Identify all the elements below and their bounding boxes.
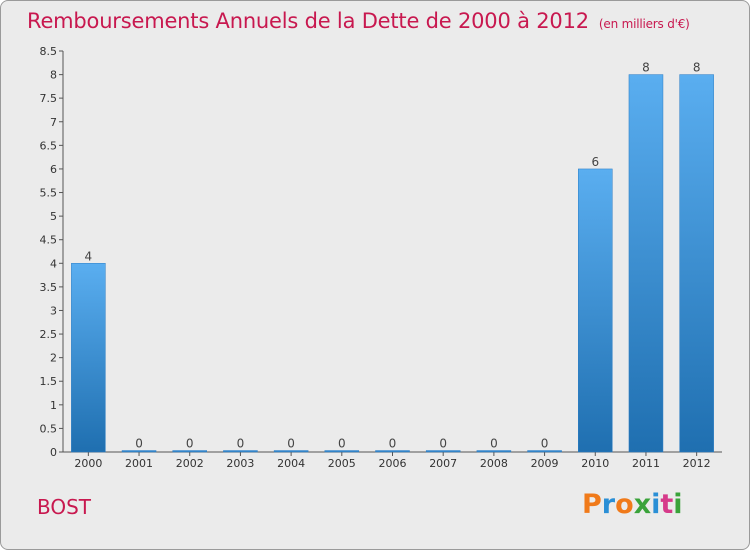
y-tick-label: 1.5 xyxy=(40,375,58,388)
x-tick-label: 2002 xyxy=(176,457,204,470)
logo-letter: x xyxy=(633,489,652,520)
y-tick-label: 2 xyxy=(50,352,57,365)
bar-2001 xyxy=(121,450,157,453)
chart-title: Remboursements Annuels de la Dette de 20… xyxy=(27,9,690,33)
x-tick-label: 2012 xyxy=(683,457,711,470)
chart-axes: 0 0.5 1 1.5 2 2.5 3 3.5 4 4.5 5 5.5 6 6.5 7 7.5 8 8.5 xyxy=(40,45,722,459)
bar-2007 xyxy=(425,450,461,453)
proxiti-logo[interactable]: Proxiti xyxy=(582,489,683,520)
y-tick-label: 8 xyxy=(50,69,57,82)
x-tick-label: 2004 xyxy=(277,457,305,470)
logo-letter: i xyxy=(673,489,683,520)
data-label: 0 xyxy=(237,437,245,451)
y-tick-label: 8.5 xyxy=(40,45,58,58)
data-label: 0 xyxy=(287,437,295,451)
bar-2004 xyxy=(273,450,309,453)
data-label: 0 xyxy=(338,437,346,451)
data-label: 6 xyxy=(591,155,599,169)
data-label: 8 xyxy=(693,61,701,75)
chart-bars xyxy=(71,74,714,453)
y-tick-label: 4 xyxy=(50,257,57,270)
logo-letter: P xyxy=(582,489,602,520)
logo-letter: i xyxy=(651,489,661,520)
x-tick-label: 2005 xyxy=(328,457,356,470)
chart-title-text: Remboursements Annuels de la Dette de 20… xyxy=(27,9,589,33)
y-tick-label: 4.5 xyxy=(40,234,58,247)
bar-2002 xyxy=(172,450,207,453)
y-tick-label: 3 xyxy=(50,304,57,317)
x-tick-label: 2011 xyxy=(632,457,660,470)
y-tick-label: 2.5 xyxy=(40,328,58,341)
bar-2010 xyxy=(578,168,613,453)
y-tick-label: 7 xyxy=(50,116,57,129)
x-tick-label: 2007 xyxy=(429,457,457,470)
data-label: 4 xyxy=(85,249,93,263)
logo-letter: r xyxy=(601,489,616,520)
bar-2005 xyxy=(324,450,360,453)
y-tick-label: 5.5 xyxy=(40,187,58,200)
x-tick-label: 2009 xyxy=(531,457,559,470)
x-tick-label: 2001 xyxy=(125,457,153,470)
y-tick-label: 0 xyxy=(50,446,57,459)
y-tick-label: 7.5 xyxy=(40,92,58,105)
bar-2009 xyxy=(527,450,562,453)
bar-2011 xyxy=(628,74,664,453)
y-tick-label: 5 xyxy=(50,210,57,223)
y-tick-label: 1 xyxy=(50,399,57,412)
bar-2008 xyxy=(476,450,512,453)
data-label: 0 xyxy=(186,437,194,451)
logo-letter: t xyxy=(660,489,674,520)
bar-2012 xyxy=(679,74,714,453)
x-tick-label: 2003 xyxy=(226,457,254,470)
y-tick-label: 0.5 xyxy=(40,422,58,435)
city-name: BOST xyxy=(37,495,92,519)
x-tick-label: 2010 xyxy=(581,457,609,470)
logo-letter: o xyxy=(615,489,634,520)
data-label: 0 xyxy=(490,437,498,451)
data-label: 8 xyxy=(642,61,650,75)
y-tick-label: 6.5 xyxy=(40,139,58,152)
x-tick-label: 2006 xyxy=(379,457,407,470)
data-label: 0 xyxy=(135,437,143,451)
data-label: 0 xyxy=(541,437,549,451)
chart-labels: 2000 4 2001 0 2002 0 2003 0 2004 0 2005 0 2006 0 2007 0… xyxy=(74,61,710,470)
x-tick-label: 2008 xyxy=(480,457,508,470)
x-tick-label: 2000 xyxy=(74,457,102,470)
bar-2003 xyxy=(223,450,258,453)
y-tick-label: 6 xyxy=(50,163,57,176)
bar-2000 xyxy=(71,263,106,453)
data-label: 0 xyxy=(389,437,397,451)
data-label: 0 xyxy=(439,437,447,451)
chart-unit: (en milliers d'€) xyxy=(598,17,690,31)
y-tick-label: 3.5 xyxy=(40,281,58,294)
bar-2006 xyxy=(375,450,410,453)
